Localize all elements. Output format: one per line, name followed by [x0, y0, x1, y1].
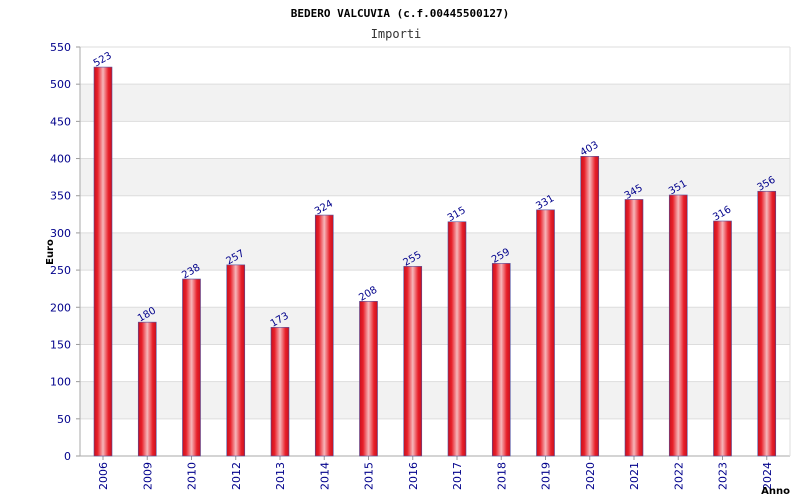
y-tick-label: 500: [50, 78, 71, 91]
y-tick-label: 350: [50, 190, 71, 203]
bar: [314, 214, 334, 457]
y-tick-label: 250: [50, 264, 71, 277]
bar: [580, 156, 600, 457]
bar-value-label: 324: [313, 198, 335, 217]
x-tick-labels: 2006 2009 2010 2012 2013 2014 2015 2016 2017 2018…: [97, 462, 774, 490]
y-tick-label: 400: [50, 153, 71, 166]
x-tick-label: 2020: [584, 462, 597, 490]
x-tick-label: 2009: [141, 462, 154, 490]
y-tick-labels: 0 50 100 150 200 250 300 350 400 450 500 550: [50, 41, 71, 463]
x-tick-label: 2010: [186, 462, 199, 490]
bar-value-label: 316: [711, 204, 733, 223]
y-tick-label: 450: [50, 115, 71, 128]
x-tick-label: 2023: [717, 462, 730, 490]
bar: [270, 327, 290, 457]
bar: [624, 199, 644, 457]
y-tick-label: 300: [50, 227, 71, 240]
bar: [226, 264, 246, 457]
bar: [713, 220, 732, 457]
bar: [447, 221, 467, 457]
x-tick-label: 2018: [495, 462, 508, 490]
bar: [93, 66, 113, 457]
x-axis-label: Anno: [761, 486, 790, 497]
bar: [757, 190, 777, 457]
bar-value-label: 315: [446, 205, 468, 224]
y-tick-label: 550: [50, 41, 71, 54]
y-tick-label: 150: [50, 338, 71, 351]
x-tick-label: 2022: [672, 462, 685, 490]
grid-band: [80, 84, 790, 122]
x-tick-label: 2012: [230, 462, 243, 490]
y-tick-label: 200: [50, 301, 71, 314]
x-tick-label: 2017: [451, 462, 464, 490]
y-tick-label: 0: [64, 450, 71, 463]
bar: [536, 209, 555, 457]
x-tick-label: 2019: [540, 462, 553, 490]
bar: [359, 301, 378, 457]
x-tick-label: 2015: [363, 462, 376, 490]
chart-title: BEDERO VALCUVIA (c.f.00445500127): [291, 7, 510, 20]
y-axis-label: Euro: [45, 239, 56, 265]
x-tick-label: 2014: [318, 462, 331, 490]
bar: [182, 278, 201, 457]
bars: [93, 66, 777, 457]
bar: [668, 194, 688, 457]
y-tick-label: 100: [50, 376, 71, 389]
x-tick-label: 2013: [274, 462, 287, 490]
x-tick-label: 2021: [628, 462, 641, 490]
x-tick-label: 2006: [97, 462, 110, 490]
bar: [403, 266, 423, 457]
bar: [491, 263, 511, 457]
chart-subtitle: Importi: [371, 27, 422, 41]
grid-band: [80, 158, 790, 196]
bar-value-label: 403: [578, 140, 600, 159]
bar-value-label: 208: [357, 285, 379, 304]
x-tick-label: 2016: [407, 462, 420, 490]
bar: [137, 321, 157, 457]
bar-value-label: 523: [92, 50, 114, 69]
x-tick-label: 2024: [761, 462, 774, 490]
y-tick-label: 50: [57, 413, 71, 426]
